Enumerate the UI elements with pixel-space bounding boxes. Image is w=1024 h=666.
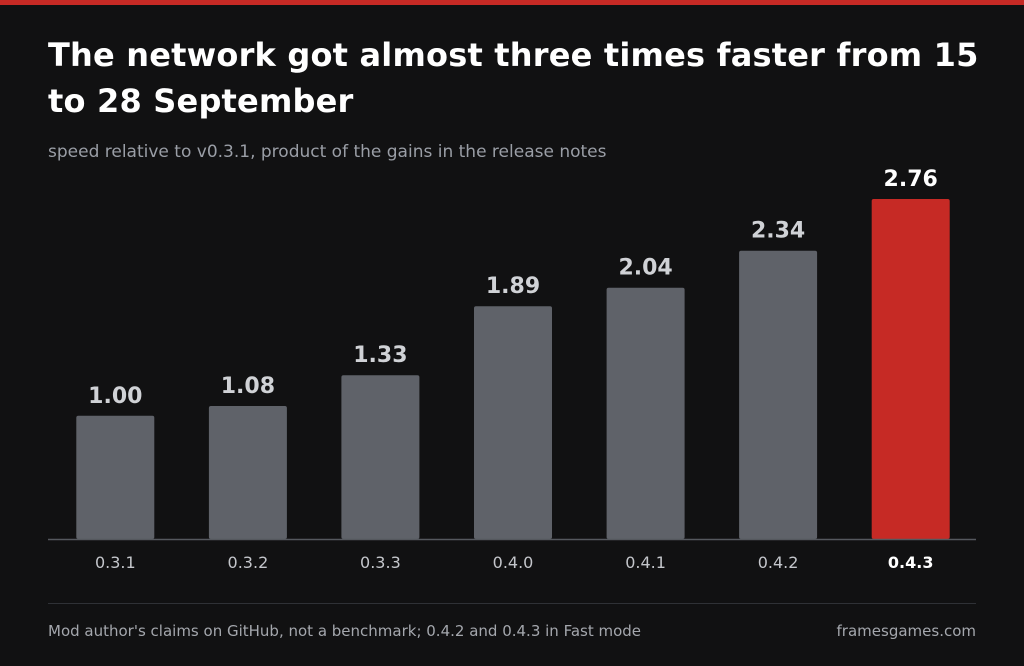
bar-0.3.3	[341, 375, 420, 539]
x-tick-labels-group: 0.3.1 0.3.2 0.3.3 0.4.0 0.4.1 0.4.2 0.4.3	[95, 553, 934, 572]
x-tick-label-0.3.2: 0.3.2	[228, 553, 269, 572]
value-labels-group: 1.00 1.08 1.33 1.89 2.04 2.34 2.76	[88, 167, 938, 409]
value-label-0.4.2: 2.34	[751, 219, 805, 244]
source-credit: framesgames.com	[836, 622, 976, 640]
value-label-0.3.1: 1.00	[88, 384, 142, 409]
bar-0.4.0	[474, 306, 552, 539]
x-tick-label-0.3.1: 0.3.1	[95, 553, 136, 572]
value-label-0.4.1: 2.04	[618, 256, 672, 281]
x-tick-label-0.4.1: 0.4.1	[625, 553, 666, 572]
bar-0.3.2	[208, 406, 287, 539]
chart-title: The network got almost three times faste…	[48, 36, 979, 120]
chart-subtitle: speed relative to v0.3.1, product of the…	[48, 142, 607, 162]
value-label-0.4.3: 2.76	[884, 167, 938, 192]
x-tick-label-0.4.2: 0.4.2	[758, 553, 799, 572]
footnote: Mod author's claims on GitHub, not a ben…	[48, 622, 642, 640]
top-accent-bar	[0, 0, 1024, 5]
x-tick-label-0.3.3: 0.3.3	[360, 553, 401, 572]
footer-divider	[48, 603, 976, 604]
x-tick-label-0.4.3: 0.4.3	[888, 553, 934, 572]
bar-0.4.3	[871, 199, 950, 539]
bar-0.3.1	[76, 415, 155, 539]
value-label-0.4.0: 1.89	[486, 274, 540, 299]
x-tick-label-0.4.0: 0.4.0	[493, 553, 534, 572]
value-label-0.3.3: 1.33	[353, 343, 407, 368]
bar-0.4.1	[606, 287, 685, 539]
value-label-0.3.2: 1.08	[221, 374, 275, 399]
bar-0.4.2	[739, 250, 818, 539]
bars-group	[76, 199, 950, 539]
